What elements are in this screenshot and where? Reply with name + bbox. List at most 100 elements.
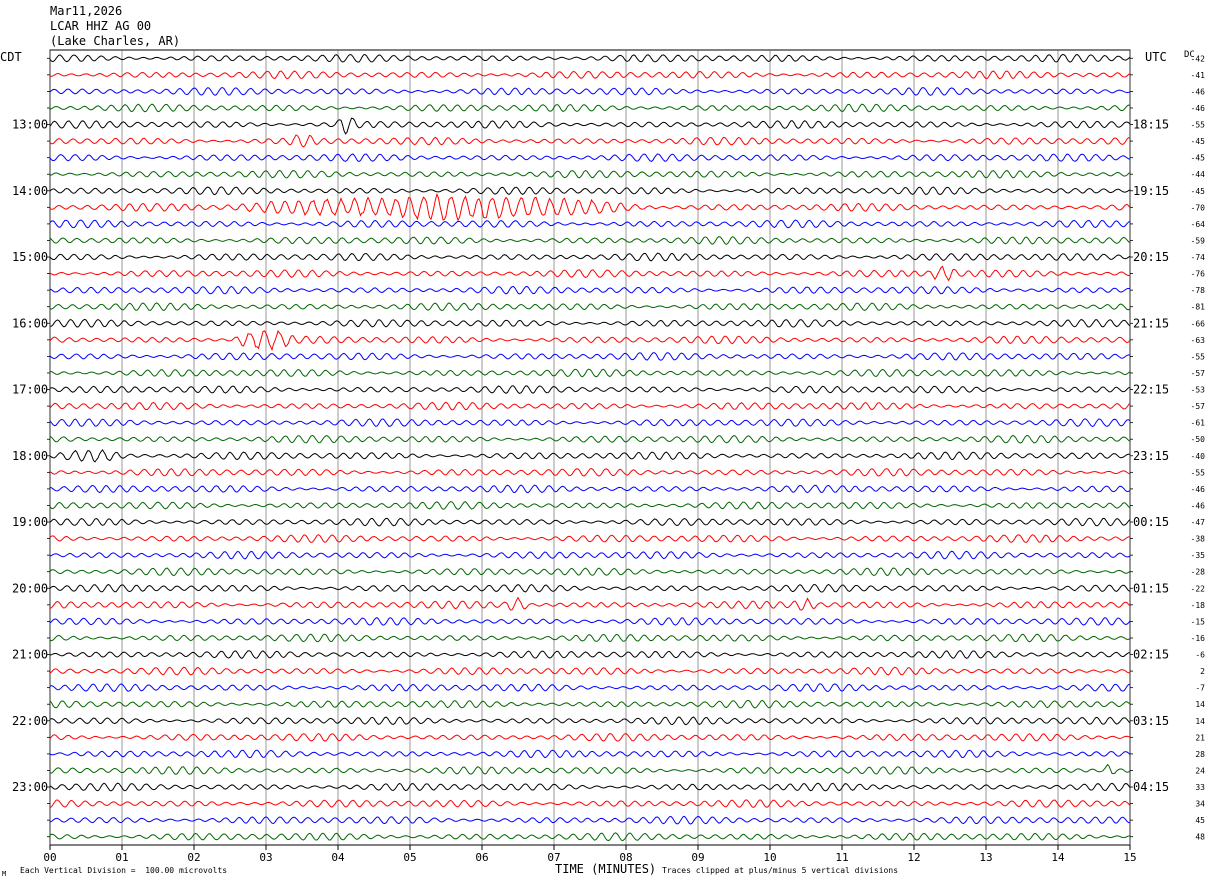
- cdt-hour-label: 15:00: [12, 250, 48, 264]
- utc-hour-label: 19:15: [1133, 184, 1169, 198]
- dc-offset-value: -40: [1191, 452, 1206, 461]
- seismic-trace-row: [49, 583, 1131, 593]
- dc-offset-value: -57: [1191, 369, 1206, 378]
- x-tick-label: 13: [979, 851, 992, 864]
- x-tick-label: 04: [331, 851, 345, 864]
- seismic-trace-row: [49, 302, 1131, 311]
- cdt-hour-label: 16:00: [12, 316, 48, 330]
- dc-offset-value: -28: [1191, 568, 1206, 577]
- dc-offset-value: -64: [1191, 220, 1206, 229]
- dc-offset-value: -44: [1191, 170, 1206, 179]
- seismic-trace-row: [49, 782, 1131, 792]
- dc-offset-value: -55: [1191, 352, 1206, 361]
- dc-offset-value: -59: [1191, 236, 1206, 245]
- dc-offset-value: 14: [1195, 717, 1205, 726]
- dc-offset-value: -66: [1191, 319, 1206, 328]
- dc-offset-value: -50: [1191, 435, 1206, 444]
- seismic-trace-row: [49, 650, 1131, 659]
- dc-offset-value: -46: [1191, 104, 1206, 113]
- seismic-trace-row: [49, 385, 1131, 394]
- dc-offset-value: -6: [1195, 651, 1205, 660]
- x-tick-label: 00: [43, 851, 56, 864]
- x-tick-label: 14: [1051, 851, 1065, 864]
- seismic-trace-row: [49, 53, 1131, 63]
- dc-offset-value: -42: [1191, 54, 1206, 63]
- x-tick-label: 11: [835, 851, 848, 864]
- dc-offset-value: 48: [1195, 833, 1205, 842]
- dc-offset-value: -70: [1191, 203, 1206, 212]
- traces: [49, 53, 1131, 842]
- seismic-trace-row: [49, 192, 1131, 222]
- grid: [47, 49, 1133, 850]
- seismic-trace-row: [49, 103, 1131, 113]
- dc-offset-value: -45: [1191, 154, 1206, 163]
- utc-hour-label: 02:15: [1133, 648, 1169, 662]
- dc-offset-value: -55: [1191, 468, 1206, 477]
- utc-hour-label: 00:15: [1133, 515, 1169, 529]
- seismic-trace-row: [49, 169, 1131, 179]
- seismic-trace-row: [49, 117, 1131, 135]
- seismic-trace-row: [49, 86, 1131, 96]
- utc-hour-label: 03:15: [1133, 714, 1169, 728]
- dc-offset-value: -45: [1191, 187, 1206, 196]
- x-tick-label: 06: [475, 851, 488, 864]
- dc-offset-value: -22: [1191, 584, 1206, 593]
- seismic-trace-row: [49, 468, 1131, 477]
- seismic-trace-row: [49, 285, 1131, 295]
- seismic-trace-row: [49, 732, 1131, 742]
- cdt-hour-label: 17:00: [12, 383, 48, 397]
- seismic-trace-row: [49, 352, 1131, 361]
- dc-offset-header: DC: [1184, 50, 1195, 60]
- footer-mark: M: [2, 870, 7, 878]
- cdt-hour-label: 22:00: [12, 714, 48, 728]
- utc-hour-label: 23:15: [1133, 449, 1169, 463]
- dc-offset-value: -46: [1191, 501, 1206, 510]
- utc-hour-label: 21:15: [1133, 316, 1169, 330]
- utc-hour-label: 04:15: [1133, 780, 1169, 794]
- seismic-trace-row: [49, 219, 1131, 229]
- cdt-hour-label: 20:00: [12, 581, 48, 595]
- seismic-trace-row: [49, 815, 1131, 825]
- seismic-trace-row: [49, 749, 1131, 759]
- seismic-trace-row: [49, 153, 1131, 163]
- seismic-trace-row: [49, 448, 1131, 463]
- dc-offset-value: -41: [1191, 71, 1206, 80]
- dc-offset-value: 45: [1195, 816, 1205, 825]
- dc-offset-value: -35: [1191, 551, 1206, 560]
- seismic-trace-row: [49, 617, 1131, 626]
- right-timezone-label: UTC: [1145, 50, 1167, 64]
- seismic-trace-row: [49, 832, 1131, 842]
- footer-scale-note: Each Vertical Division = 100.00 microvol…: [20, 866, 228, 875]
- dc-offset-value: -38: [1191, 535, 1206, 544]
- left-timezone-label: CDT: [0, 50, 22, 64]
- dc-offset-value: -47: [1191, 518, 1206, 527]
- seismic-trace-row: [49, 265, 1131, 282]
- cdt-hour-label: 21:00: [12, 648, 48, 662]
- dc-offset-value: -78: [1191, 286, 1206, 295]
- plot-frame: [49, 49, 1131, 846]
- seismic-trace-row: [49, 683, 1131, 693]
- seismic-trace-row: [49, 134, 1131, 148]
- dc-offset-value: -18: [1191, 601, 1206, 610]
- dc-offset-value: 24: [1195, 766, 1205, 775]
- seismic-trace-row: [49, 517, 1131, 527]
- seismic-trace-row: [49, 236, 1131, 245]
- dc-offset-value: -7: [1195, 684, 1205, 693]
- seismic-trace-row: [49, 534, 1131, 544]
- x-tick-label: 12: [907, 851, 920, 864]
- seismic-trace-row: [49, 550, 1131, 560]
- x-tick-label: 02: [187, 851, 200, 864]
- dc-offset-value: 34: [1195, 800, 1205, 809]
- header-location: (Lake Charles, AR): [50, 34, 181, 48]
- x-tick-label: 09: [691, 851, 704, 864]
- seismic-trace-row: [49, 330, 1131, 352]
- seismic-trace-row: [49, 318, 1131, 328]
- x-tick-label: 08: [619, 851, 632, 864]
- seismic-trace-row: [49, 501, 1131, 510]
- footer-clip-note: Traces clipped at plus/minus 5 vertical …: [662, 866, 899, 875]
- seismic-trace-row: [49, 596, 1131, 611]
- dc-offset-value: -46: [1191, 485, 1206, 494]
- dc-offset-value: -45: [1191, 137, 1206, 146]
- dc-offset-value: -63: [1191, 336, 1206, 345]
- dc-offset-value: -81: [1191, 303, 1206, 312]
